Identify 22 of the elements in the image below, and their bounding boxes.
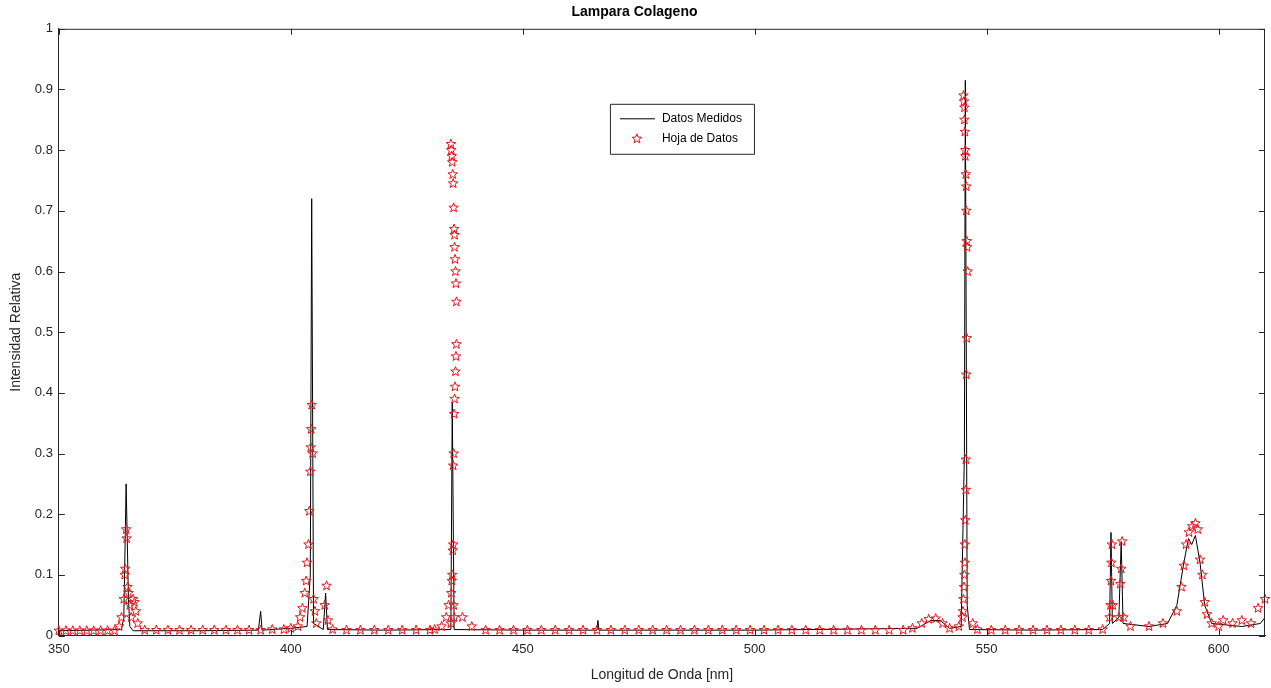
y-tick-label: 0.5: [34, 323, 53, 339]
y-tick-label: 1: [45, 20, 53, 36]
x-tick-label: 500: [743, 640, 766, 656]
y-tick-label: 0.2: [34, 505, 53, 521]
chart-title: Lampara Colageno: [571, 3, 698, 20]
y-tick-label: 0.9: [34, 81, 53, 97]
x-tick-label: 400: [279, 640, 302, 656]
y-tick-label: 0.4: [34, 384, 53, 400]
y-tick-label: 0.3: [34, 445, 53, 461]
x-tick-label: 350: [48, 640, 70, 656]
x-tick-label: 450: [511, 640, 534, 656]
legend-label: Datos Medidos: [661, 111, 742, 126]
y-tick-label: 0.7: [34, 202, 53, 218]
x-axis-title: Longitud de Onda [nm]: [590, 666, 734, 683]
x-tick-label: 550: [975, 640, 998, 656]
x-tick-label: 600: [1207, 640, 1230, 656]
y-tick-label: 0.6: [34, 263, 53, 279]
y-axis-title: Intensidad Relativa: [7, 272, 24, 392]
y-tick-label: 0.8: [34, 141, 53, 157]
y-tick-label: 0: [45, 627, 53, 643]
y-tick-label: 0.1: [34, 566, 53, 582]
legend-label: Hoja de Datos: [661, 131, 738, 146]
